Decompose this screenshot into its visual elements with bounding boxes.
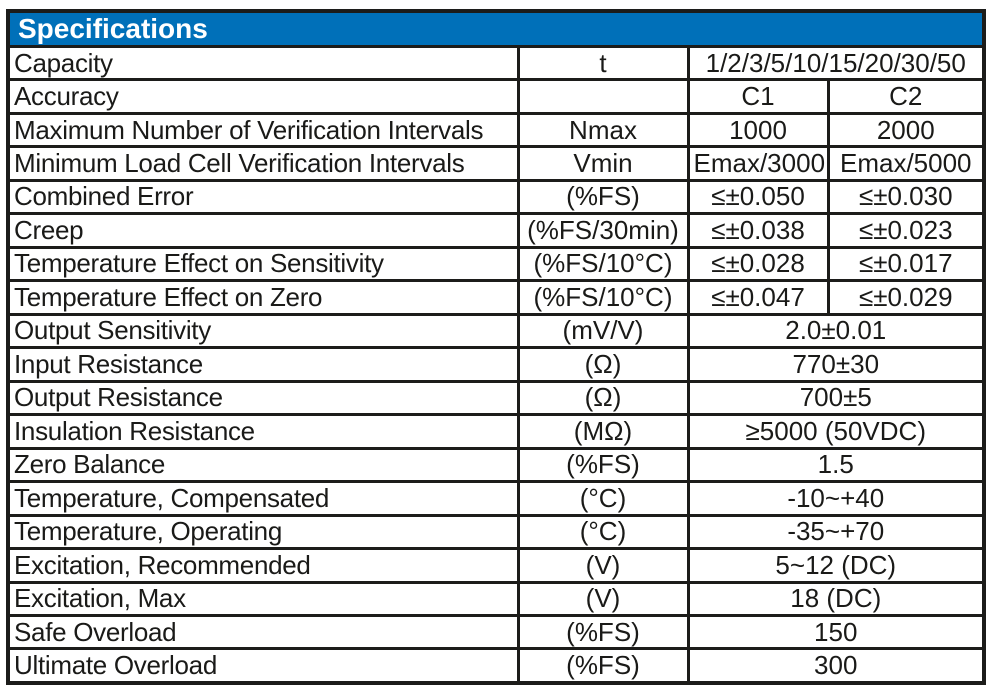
table-row: Minimum Load Cell Verification Intervals… (6, 145, 986, 182)
spec-value: 1.5 (686, 446, 986, 484)
spec-value-c1: Emax/3000 (686, 145, 830, 182)
spec-label: Ultimate Overload (6, 647, 520, 685)
spec-value: 18 (DC) (686, 580, 986, 617)
spec-label: Zero Balance (6, 446, 520, 484)
spec-label: Safe Overload (6, 613, 520, 651)
spec-value-c2: ≤±0.023 (826, 212, 986, 249)
table-row: Ultimate Overload (%FS) 300 (6, 647, 986, 685)
spec-label: Accuracy (6, 78, 520, 115)
table-row: Maximum Number of Verification Intervals… (6, 111, 986, 149)
spec-label: Minimum Load Cell Verification Intervals (6, 145, 520, 182)
table-row: Insulation Resistance (MΩ) ≥5000 (50VDC) (6, 413, 986, 450)
table-row: Output Sensitivity (mV/V) 2.0±0.01 (6, 312, 986, 350)
spec-label: Excitation, Max (6, 580, 520, 617)
spec-unit: (%FS) (516, 178, 690, 216)
spec-label: Creep (6, 212, 520, 249)
spec-value-c1: ≤±0.038 (686, 212, 830, 249)
spec-unit: (%FS) (516, 613, 690, 651)
spec-unit: (Ω) (516, 379, 690, 417)
spec-value: 700±5 (686, 379, 986, 417)
spec-value-c1: 1000 (686, 111, 830, 149)
table-row: Accuracy C1 C2 (6, 78, 986, 115)
spec-label: Excitation, Recommended (6, 547, 520, 584)
spec-label: Output Sensitivity (6, 312, 520, 350)
spec-label: Input Resistance (6, 346, 520, 383)
spec-value-c1: ≤±0.050 (686, 178, 830, 216)
spec-label: Temperature, Compensated (6, 480, 520, 517)
spec-label: Output Resistance (6, 379, 520, 417)
spec-value: 770±30 (686, 346, 986, 383)
table-row: Input Resistance (Ω) 770±30 (6, 346, 986, 383)
table-row: Excitation, Recommended (V) 5~12 (DC) (6, 547, 986, 584)
spec-label: Temperature Effect on Zero (6, 279, 520, 316)
table-row: Creep (%FS/30min) ≤±0.038 ≤±0.023 (6, 212, 986, 249)
table-row: Temperature Effect on Sensitivity (%FS/10… (6, 245, 986, 283)
spec-unit: (V) (516, 580, 690, 617)
table-row: Temperature, Operating (°C) -35~+70 (6, 513, 986, 551)
table-row: Combined Error (%FS) ≤±0.050 ≤±0.030 (6, 178, 986, 216)
spec-label: Combined Error (6, 178, 520, 216)
table-row: Excitation, Max (V) 18 (DC) (6, 580, 986, 617)
spec-unit: t (516, 44, 690, 82)
spec-label: Insulation Resistance (6, 413, 520, 450)
table-row: Temperature, Compensated (°C) -10~+40 (6, 480, 986, 517)
spec-value-c2: ≤±0.030 (826, 178, 986, 216)
spec-unit: (V) (516, 547, 690, 584)
spec-value-c1: ≤±0.047 (686, 279, 830, 316)
table-row: Temperature Effect on Zero (%FS/10°C) ≤±0.… (6, 279, 986, 316)
table-row: Capacity t 1/2/3/5/10/15/20/30/50 (6, 44, 986, 82)
spec-value: ≥5000 (50VDC) (686, 413, 986, 450)
spec-value: 5~12 (DC) (686, 547, 986, 584)
spec-unit: Nmax (516, 111, 690, 149)
spec-unit: (%FS) (516, 446, 690, 484)
spec-value: 2.0±0.01 (686, 312, 986, 350)
spec-value: 300 (686, 647, 986, 685)
spec-value-c2: Emax/5000 (826, 145, 986, 182)
spec-unit: (mV/V) (516, 312, 690, 350)
spec-unit: (%FS/10°C) (516, 279, 690, 316)
spec-value-c2: C2 (826, 78, 986, 115)
spec-value-c2: ≤±0.029 (826, 279, 986, 316)
spec-unit: (°C) (516, 480, 690, 517)
specifications-table: Specifications Capacity t 1/2/3/5/10/15/20… (6, 9, 986, 685)
spec-unit: (%FS/10°C) (516, 245, 690, 283)
spec-value: 1/2/3/5/10/15/20/30/50 (686, 44, 986, 82)
table-row: Safe Overload (%FS) 150 (6, 613, 986, 651)
spec-unit: Vmin (516, 145, 690, 182)
spec-label: Maximum Number of Verification Intervals (6, 111, 520, 149)
spec-value-c2: ≤±0.017 (826, 245, 986, 283)
table-row: Output Resistance (Ω) 700±5 (6, 379, 986, 417)
spec-unit: (Ω) (516, 346, 690, 383)
spec-label: Capacity (6, 44, 520, 82)
spec-unit: (°C) (516, 513, 690, 551)
spec-label: Temperature Effect on Sensitivity (6, 245, 520, 283)
spec-value-c1: C1 (686, 78, 830, 115)
spec-unit: (%FS) (516, 647, 690, 685)
spec-unit: (%FS/30min) (516, 212, 690, 249)
spec-value-c2: 2000 (826, 111, 986, 149)
table-header-row: Specifications (6, 9, 986, 48)
spec-unit: (MΩ) (516, 413, 690, 450)
spec-label: Temperature, Operating (6, 513, 520, 551)
spec-value-c1: ≤±0.028 (686, 245, 830, 283)
table-title: Specifications (6, 9, 986, 48)
spec-value: 150 (686, 613, 986, 651)
spec-unit (516, 78, 690, 115)
spec-value: -10~+40 (686, 480, 986, 517)
table-row: Zero Balance (%FS) 1.5 (6, 446, 986, 484)
spec-value: -35~+70 (686, 513, 986, 551)
